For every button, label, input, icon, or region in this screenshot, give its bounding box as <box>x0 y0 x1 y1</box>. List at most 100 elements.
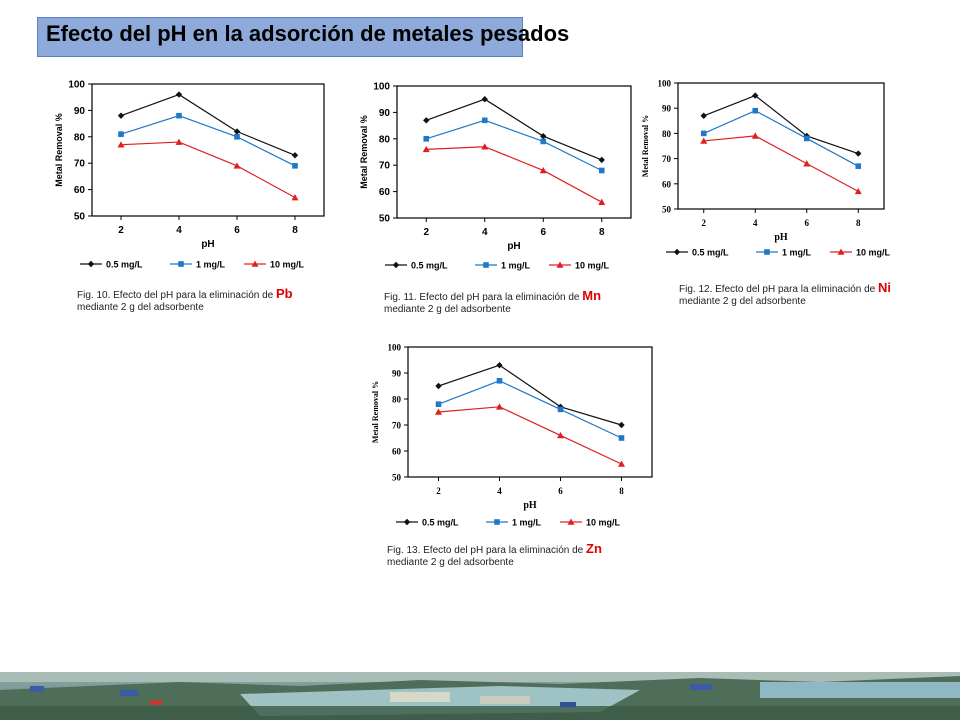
y-tick-label: 50 <box>392 473 402 483</box>
data-point <box>435 401 442 407</box>
series-line-0 <box>703 94 859 155</box>
x-tick-label: 4 <box>497 486 502 496</box>
plot-frame <box>407 346 653 478</box>
y-axis-label: Metal Removal % <box>359 115 369 189</box>
caption-prefix: Fig. 10. Efecto del pH para la eliminaci… <box>77 290 276 301</box>
legend-label: 0.5 mg/L <box>106 260 143 270</box>
slide-title: Efecto del pH en la adsorción de metales… <box>46 21 570 46</box>
x-tick-label: 6 <box>805 218 810 228</box>
legend-label: 1 mg/L <box>196 260 226 270</box>
y-tick-label: 70 <box>392 421 402 431</box>
caption-line2: mediante 2 g del adsorbente <box>679 296 806 307</box>
y-tick-label: 60 <box>392 447 402 457</box>
y-tick-label: 50 <box>379 214 391 225</box>
y-axis-label: Metal Removal % <box>54 113 64 187</box>
legend-marker <box>403 518 411 526</box>
series-line-2 <box>426 146 603 203</box>
data-point <box>435 382 442 390</box>
data-point <box>496 378 503 384</box>
y-tick-label: 80 <box>379 134 391 145</box>
data-point <box>855 150 862 157</box>
data-point <box>481 143 489 150</box>
caption-fig13: Fig. 13. Efecto del pH para la eliminaci… <box>387 541 657 569</box>
x-tick-label: 2 <box>118 225 124 236</box>
data-point <box>539 166 547 174</box>
legend-marker <box>764 249 770 255</box>
series-line-1 <box>426 119 603 172</box>
y-tick-label: 80 <box>392 395 402 405</box>
legend-label: 1 mg/L <box>512 518 542 528</box>
caption-fig12: Fig. 12. Efecto del pH para la eliminaci… <box>679 280 949 308</box>
data-point <box>117 112 125 119</box>
legend-marker <box>556 261 564 268</box>
y-tick-label: 90 <box>662 104 672 114</box>
data-point <box>752 92 759 99</box>
data-point <box>855 163 862 169</box>
series-line-0 <box>120 93 296 156</box>
chart-pb: 50 60 70 80 90 100 2 4 6 8 pH Metal Removal % 0.5 mg… <box>54 80 325 270</box>
x-tick-label: 2 <box>436 486 441 496</box>
legend-label: 10 mg/L <box>270 260 305 270</box>
data-point <box>496 362 503 369</box>
y-tick-label: 80 <box>662 129 672 139</box>
x-axis-label: pH <box>201 239 214 250</box>
legend-marker <box>494 519 500 525</box>
data-point <box>118 131 124 137</box>
x-tick-label: 2 <box>702 218 707 228</box>
caption-metal: Zn <box>586 541 602 556</box>
legend-label: 0.5 mg/L <box>411 261 448 271</box>
y-tick-label: 100 <box>388 343 402 353</box>
series-line-2 <box>120 141 296 199</box>
plot-frame <box>396 85 632 219</box>
x-tick-label: 8 <box>292 225 298 236</box>
legend-label: 10 mg/L <box>586 518 621 528</box>
data-point <box>175 91 183 98</box>
series-line-2 <box>438 406 622 465</box>
data-point <box>540 138 547 145</box>
y-tick-label: 60 <box>74 185 86 196</box>
data-point <box>233 162 241 169</box>
data-point <box>700 130 707 137</box>
data-point <box>557 406 564 413</box>
legend-label: 0.5 mg/L <box>692 248 729 258</box>
data-point <box>175 138 183 145</box>
data-point <box>117 141 125 148</box>
x-tick-label: 8 <box>856 218 861 228</box>
data-point <box>598 167 605 174</box>
data-point <box>751 132 759 139</box>
caption-line2: mediante 2 g del adsorbente <box>384 304 511 315</box>
legend-marker <box>483 262 489 268</box>
x-tick-label: 6 <box>540 227 546 238</box>
data-point <box>496 403 503 410</box>
series-line-2 <box>703 135 859 192</box>
x-tick-label: 4 <box>176 225 182 236</box>
y-tick-label: 80 <box>74 132 86 143</box>
y-tick-label: 90 <box>74 106 86 117</box>
series-line-1 <box>703 110 859 167</box>
data-point <box>803 135 810 142</box>
legend-marker <box>87 260 95 268</box>
caption-line2: mediante 2 g del adsorbente <box>387 557 514 568</box>
x-tick-label: 6 <box>234 225 240 236</box>
y-tick-label: 70 <box>379 161 391 172</box>
data-point <box>598 156 605 164</box>
legend-marker <box>837 248 845 255</box>
series-line-1 <box>438 380 622 439</box>
chart-mn: 50 60 70 80 90 100 2 4 6 8 pH Metal Removal % 0.5 mg… <box>359 82 632 271</box>
data-point <box>233 128 241 135</box>
x-tick-label: 4 <box>482 227 488 238</box>
y-tick-label: 100 <box>373 82 390 93</box>
caption-metal: Ni <box>878 280 891 295</box>
legend-label: 10 mg/L <box>575 261 610 271</box>
data-point <box>423 117 430 124</box>
data-point <box>803 160 811 167</box>
series-line-0 <box>438 364 622 426</box>
data-point <box>423 136 430 142</box>
data-point <box>700 112 707 119</box>
data-point <box>540 132 547 140</box>
x-tick-label: 2 <box>423 227 429 238</box>
data-point <box>598 198 606 205</box>
data-point <box>435 408 442 415</box>
x-tick-label: 8 <box>599 227 605 238</box>
plot-frame <box>677 82 885 210</box>
